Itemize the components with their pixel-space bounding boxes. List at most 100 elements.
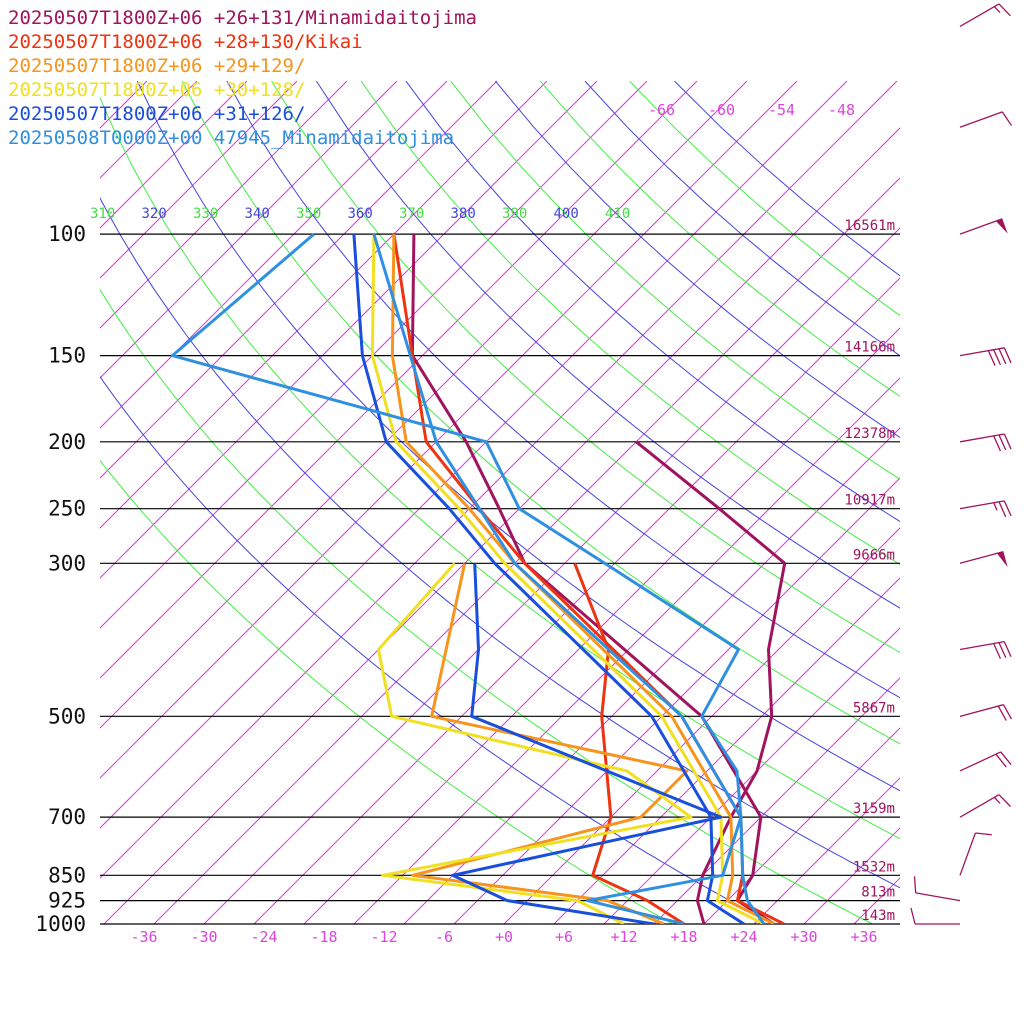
temperature-tick-label: -36 [130,928,157,946]
theta-label: 320 [142,206,167,222]
wind-barb-flag [993,435,1001,452]
isotherm-line [603,627,900,924]
wind-barbs [910,3,1013,925]
dry-adiabat-line [450,80,900,480]
legend: 20250507T1800Z+06 +26+131/Minamidaitojim… [8,7,477,149]
wind-barb-halfflag [993,502,998,511]
wind-barb-staff [959,500,1005,510]
dry-adiabat-line [360,80,900,566]
theta-label: 310 [90,206,115,222]
wind-barb [913,876,961,902]
wind-barb-flag [987,350,996,366]
temperature-tick-label: -30 [190,928,217,946]
isotherm-line [303,327,900,924]
wind-barb-staff [959,751,1002,772]
wind-barb [959,433,1012,452]
wind-barb-flag [998,3,1011,17]
temperature-tick-label: +0 [495,928,513,946]
dry-adiabat-line [405,80,900,523]
isotherm-line [103,127,900,924]
legend-entry: 20250507T1800Z+06 +30+128/ [8,79,305,101]
isotherm-line [753,777,900,924]
dewpoint-line-3 [377,562,693,924]
theta-label: 330 [193,206,218,222]
dewpoint-line-0 [635,440,787,924]
isotherm-line [100,80,498,479]
temperature-tick-label: -18 [310,928,337,946]
isotherm-top-label: -66 [648,101,675,119]
isotherm-line [253,277,900,924]
dewpoint-line-5 [170,232,743,924]
wind-barb-flag [913,876,917,893]
wind-barb-flag [1002,704,1013,720]
temperature-line-3 [370,234,765,924]
theta-label: 380 [451,206,476,222]
pressure-label: 200 [48,430,86,454]
wind-barb-flag [993,349,1001,366]
wind-barb-flag [998,794,1011,807]
wind-barb-halfflag [993,796,1001,804]
height-label: 5867m [853,700,895,716]
theta-label: 400 [554,206,579,222]
theta-label: 370 [399,206,424,222]
isotherm-line [453,477,900,924]
dry-adiabat-line [100,96,900,840]
temperature-tick-label: +36 [850,928,877,946]
temperature-tick-label: +6 [555,928,573,946]
wind-barb-flag [998,501,1007,518]
wind-barb-staff [959,433,1005,443]
isotherm-line [100,80,698,679]
wind-barb-flag [998,348,1007,365]
isotherm-line [703,727,900,924]
dry-adiabat-line [100,196,900,889]
isotherm-line [100,80,548,529]
dry-adiabat-line [315,80,900,609]
wind-barb [959,832,992,876]
wind-barb-staff [959,641,1005,651]
height-label: 12378m [844,426,895,442]
temperature-tick-label: +24 [730,928,757,946]
wind-barb-flag [1000,751,1012,766]
temperature-line-4 [352,233,745,924]
temperature-tick-label: -12 [370,928,397,946]
theta-label: 360 [348,206,373,222]
dry-adiabat-line [226,80,900,699]
pressure-label: 850 [48,863,86,887]
wind-barb-flag [998,434,1007,451]
isotherm-line [553,577,900,924]
height-label: 143m [861,908,895,924]
wind-barb [959,551,1008,568]
height-label: 1532m [853,859,895,875]
wind-barb-flag [910,907,916,925]
legend-entry: 20250507T1800Z+06 +28+130/Kikai [8,31,363,53]
pressure-label: 100 [48,222,86,246]
height-label: 813m [861,885,895,901]
isotherm-line [100,80,898,879]
wind-barb-staff [959,111,1003,128]
wind-barb-staff [959,551,1004,564]
wind-barb [959,794,1011,818]
wind-barb-staff [959,218,1003,235]
pressure-label: 925 [48,889,86,913]
isotherm-line [203,227,900,924]
isotherm-line [100,80,798,779]
wind-barb-flag [975,832,992,836]
wind-barb [959,641,1012,659]
theta-label: 390 [502,206,527,222]
axis-labels: 100 16561m 150 14166m 200 12378m 250 10917m 300 9… [35,101,895,946]
wind-barb-staff [959,794,1000,818]
sounding-series [170,232,787,924]
wind-barb [959,751,1012,772]
height-label: 10917m [844,493,895,509]
dry-adiabat-line [271,80,900,654]
wind-barb [959,218,1008,235]
isotherm-line [803,827,900,924]
wind-barb-flag [1003,500,1012,517]
theta-label: 340 [245,206,270,222]
pressure-label: 150 [48,344,86,368]
wind-barb-flag [995,753,1007,768]
temperature-tick-label: -24 [250,928,277,946]
legend-entry: 20250508T0000Z+00 47945_Minamidaitojima [8,127,454,149]
isotherm-line [403,427,900,924]
wind-barb-staff [959,347,1005,357]
